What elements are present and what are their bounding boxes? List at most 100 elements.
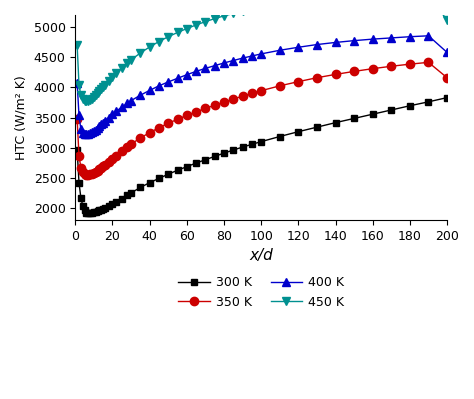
350 K	[113, 153, 119, 158]
400 K	[407, 34, 413, 39]
300 K	[125, 193, 130, 198]
350 K	[212, 103, 218, 108]
350 K	[97, 167, 102, 172]
400 K	[80, 130, 86, 135]
350 K	[95, 168, 100, 173]
300 K	[193, 161, 199, 166]
Line: 400 K: 400 K	[73, 32, 451, 138]
450 K	[175, 30, 181, 35]
300 K	[76, 180, 82, 185]
300 K	[119, 196, 125, 201]
400 K	[109, 112, 115, 117]
450 K	[147, 45, 153, 49]
450 K	[80, 97, 86, 101]
300 K	[109, 202, 115, 207]
350 K	[221, 100, 227, 105]
350 K	[193, 109, 199, 114]
400 K	[85, 132, 91, 136]
450 K	[202, 19, 208, 24]
350 K	[91, 170, 97, 175]
350 K	[125, 145, 130, 150]
300 K	[351, 116, 357, 121]
400 K	[221, 61, 227, 65]
400 K	[76, 113, 82, 118]
400 K	[97, 124, 102, 128]
450 K	[128, 57, 134, 62]
350 K	[82, 172, 87, 176]
450 K	[444, 18, 450, 22]
400 K	[295, 45, 301, 49]
450 K	[351, 0, 357, 2]
300 K	[175, 168, 181, 173]
450 K	[76, 83, 82, 87]
400 K	[202, 66, 208, 71]
450 K	[106, 78, 111, 83]
350 K	[407, 62, 413, 67]
450 K	[113, 71, 119, 75]
350 K	[333, 72, 338, 77]
Y-axis label: HTC (W/m² K): HTC (W/m² K)	[15, 75, 28, 160]
350 K	[85, 172, 91, 177]
350 K	[99, 165, 104, 170]
300 K	[212, 154, 218, 159]
450 K	[119, 66, 125, 71]
300 K	[74, 148, 80, 152]
450 K	[97, 89, 102, 93]
300 K	[113, 200, 119, 204]
350 K	[74, 117, 80, 122]
300 K	[91, 210, 97, 215]
350 K	[426, 60, 431, 65]
350 K	[137, 136, 143, 140]
400 K	[314, 42, 320, 47]
400 K	[89, 130, 95, 135]
350 K	[128, 142, 134, 146]
300 K	[102, 205, 108, 210]
400 K	[100, 120, 106, 125]
300 K	[277, 134, 283, 139]
350 K	[249, 91, 255, 96]
300 K	[407, 103, 413, 108]
300 K	[80, 203, 86, 208]
450 K	[258, 6, 264, 10]
Line: 350 K: 350 K	[73, 58, 451, 179]
300 K	[82, 208, 87, 213]
350 K	[165, 121, 171, 126]
300 K	[426, 99, 431, 104]
400 K	[125, 101, 130, 106]
300 K	[389, 108, 394, 113]
300 K	[249, 142, 255, 147]
450 K	[89, 96, 95, 101]
400 K	[119, 105, 125, 110]
450 K	[83, 99, 89, 103]
300 K	[83, 210, 89, 215]
350 K	[89, 171, 95, 176]
450 K	[95, 91, 100, 95]
450 K	[165, 34, 171, 39]
300 K	[95, 209, 100, 213]
400 K	[91, 129, 97, 134]
350 K	[314, 75, 320, 80]
400 K	[351, 38, 357, 43]
450 K	[212, 16, 218, 21]
400 K	[175, 76, 181, 81]
300 K	[99, 207, 104, 212]
450 K	[314, 0, 320, 4]
450 K	[333, 0, 338, 3]
350 K	[175, 117, 181, 122]
350 K	[106, 159, 111, 164]
300 K	[240, 145, 246, 150]
400 K	[426, 34, 431, 38]
400 K	[95, 126, 100, 130]
350 K	[184, 113, 190, 118]
450 K	[137, 51, 143, 55]
400 K	[106, 115, 111, 120]
350 K	[389, 64, 394, 69]
400 K	[82, 132, 87, 136]
300 K	[230, 148, 236, 152]
450 K	[230, 11, 236, 16]
350 K	[444, 75, 450, 80]
300 K	[147, 180, 153, 185]
450 K	[184, 26, 190, 31]
350 K	[87, 172, 93, 177]
450 K	[240, 9, 246, 14]
